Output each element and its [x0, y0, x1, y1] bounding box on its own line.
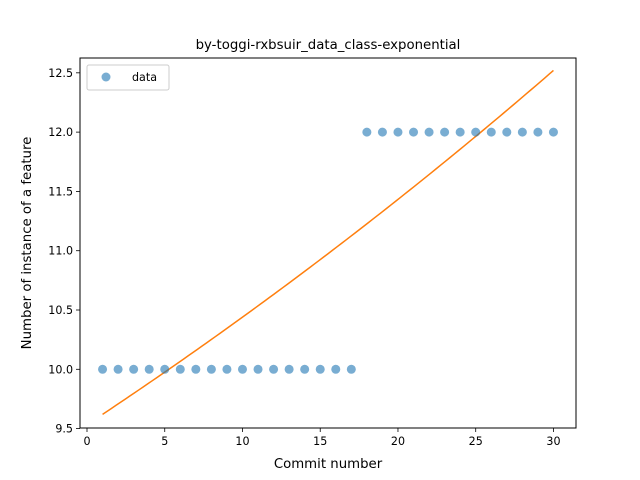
- y-tick-label: 11.0: [48, 245, 73, 258]
- data-point: [549, 128, 558, 137]
- y-tick-label: 12.5: [48, 67, 73, 80]
- data-point: [533, 128, 542, 137]
- data-point: [285, 365, 294, 374]
- data-point: [191, 365, 200, 374]
- y-axis-label: Number of instance of a feature: [20, 137, 35, 350]
- data-point: [425, 128, 434, 137]
- data-point: [393, 128, 402, 137]
- legend-label-data: data: [132, 71, 157, 84]
- data-point: [269, 365, 278, 374]
- x-tick-label: 0: [83, 435, 90, 448]
- data-point: [456, 128, 465, 137]
- data-point: [114, 365, 123, 374]
- legend-marker-data: [102, 73, 111, 82]
- data-point: [347, 365, 356, 374]
- data-point: [331, 365, 340, 374]
- x-tick-label: 10: [235, 435, 249, 448]
- y-tick-label: 12.0: [48, 126, 73, 139]
- data-point: [518, 128, 527, 137]
- x-tick-label: 5: [161, 435, 168, 448]
- y-tick-label: 11.5: [48, 185, 73, 198]
- data-point: [98, 365, 107, 374]
- x-axis-label: Commit number: [274, 457, 383, 472]
- y-tick-label: 9.5: [55, 423, 73, 436]
- legend: data: [87, 65, 169, 90]
- data-point: [222, 365, 231, 374]
- chart-title: by-toggi-rxbsuir_data_class-exponential: [196, 38, 461, 53]
- x-tick-label: 20: [391, 435, 405, 448]
- data-point: [316, 365, 325, 374]
- data-point: [362, 128, 371, 137]
- data-point: [207, 365, 216, 374]
- data-point: [254, 365, 263, 374]
- data-point: [145, 365, 154, 374]
- data-point: [129, 365, 138, 374]
- data-point: [440, 128, 449, 137]
- x-tick-label: 15: [313, 435, 327, 448]
- data-point: [409, 128, 418, 137]
- data-point: [238, 365, 247, 374]
- y-tick-label: 10.0: [48, 363, 73, 376]
- x-tick-label: 30: [546, 435, 560, 448]
- data-point: [502, 128, 511, 137]
- data-point: [176, 365, 185, 374]
- data-point: [160, 365, 169, 374]
- x-tick-label: 25: [469, 435, 483, 448]
- data-point: [471, 128, 480, 137]
- data-point: [300, 365, 309, 374]
- y-tick-label: 10.5: [48, 304, 73, 317]
- data-point: [487, 128, 496, 137]
- data-point: [378, 128, 387, 137]
